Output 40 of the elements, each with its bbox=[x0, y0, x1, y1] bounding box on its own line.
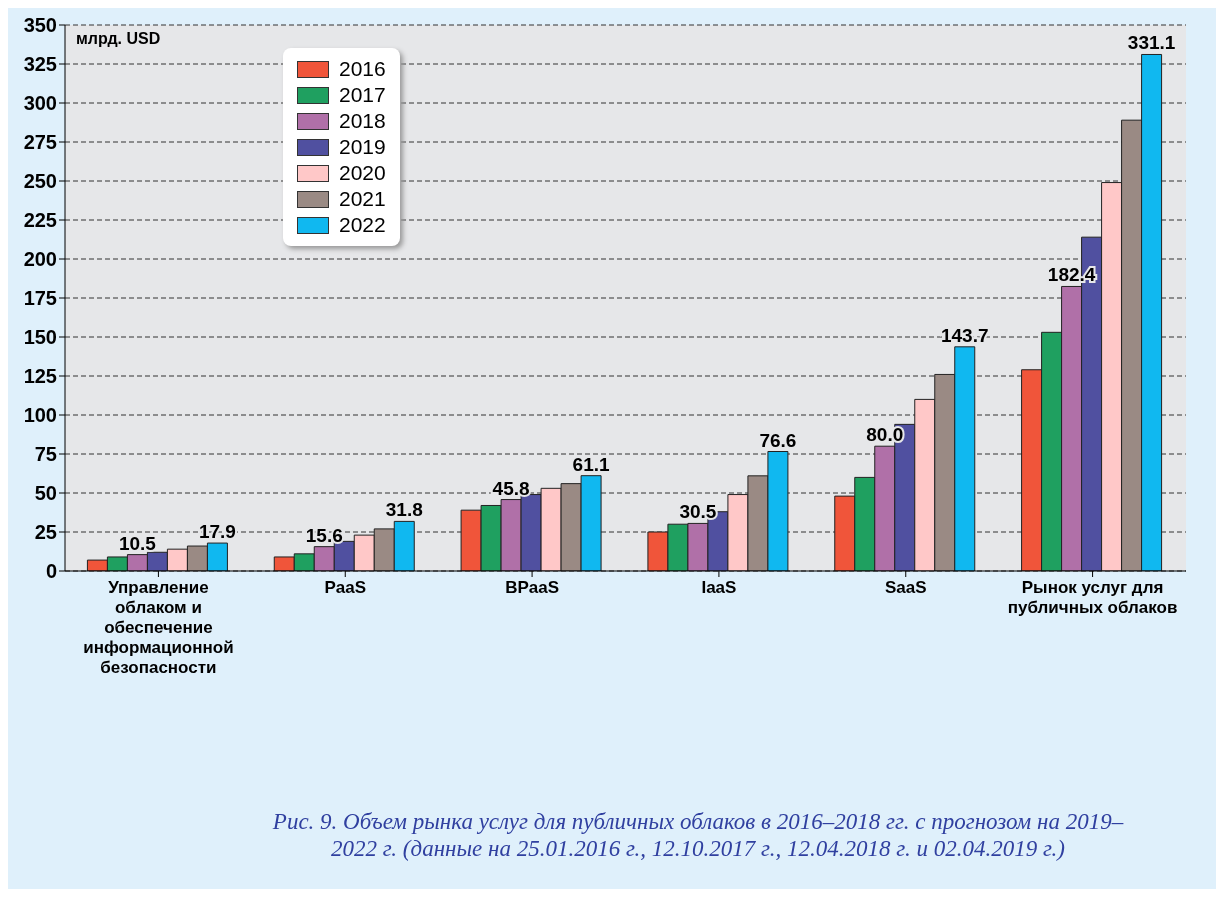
x-tick-label: PaaS bbox=[324, 578, 367, 597]
data-label: 76.6 bbox=[759, 429, 797, 451]
x-tick-label: SaaS bbox=[884, 578, 927, 597]
y-tick-label: 350 bbox=[23, 14, 57, 37]
data-label: 15.6 bbox=[305, 524, 343, 546]
y-tick-label: 50 bbox=[34, 482, 57, 505]
y-axis-title: млрд. USD bbox=[76, 30, 161, 48]
x-tick-label: BPaaS bbox=[505, 578, 560, 597]
x-tick-label: Управление облаком и обеспечение информационной безопасности bbox=[83, 578, 234, 677]
legend-label: 2019 bbox=[339, 135, 386, 159]
legend-label: 2018 bbox=[339, 109, 386, 133]
data-label: 331.1 bbox=[1127, 32, 1176, 54]
legend-label: 2022 bbox=[339, 213, 386, 237]
y-tick-label: 300 bbox=[23, 92, 57, 115]
y-tick-label: 25 bbox=[34, 521, 57, 544]
y-tick-label: 275 bbox=[23, 131, 57, 154]
x-tick-label: IaaS bbox=[701, 578, 737, 597]
legend-label: 2020 bbox=[339, 161, 386, 185]
x-tick-label: Рынок услуг для публичных облаков bbox=[1007, 578, 1178, 617]
legend-label: 2016 bbox=[339, 57, 386, 81]
y-tick-label: 225 bbox=[23, 209, 57, 232]
data-label: 61.1 bbox=[572, 453, 611, 475]
data-label: 143.7 bbox=[940, 324, 989, 346]
y-tick-label: 175 bbox=[23, 287, 57, 310]
y-tick-label: 100 bbox=[23, 404, 57, 427]
data-label: 31.8 bbox=[385, 499, 423, 521]
y-tick-label: 325 bbox=[23, 53, 57, 76]
y-tick-label: 0 bbox=[45, 560, 57, 583]
y-tick-label: 150 bbox=[23, 326, 57, 349]
legend-label: 2021 bbox=[339, 187, 386, 211]
y-tick-label: 200 bbox=[23, 248, 57, 271]
data-label: 30.5 bbox=[679, 501, 717, 523]
y-tick-label: 250 bbox=[23, 170, 57, 193]
legend-label: 2017 bbox=[339, 83, 386, 107]
data-label: 17.9 bbox=[198, 521, 236, 543]
text: Рис. 9. Объем рынка услуг для публичных облаков в 2016–2018 гг. с прогнозом на 2019–2022 г. (данные на 25.01.2016 г., 12.10.2017 г., 12.04.2018 г. и 02.04.2019 г.) bbox=[271, 808, 1125, 862]
y-tick-label: 125 bbox=[23, 365, 57, 388]
data-label: 45.8 bbox=[492, 477, 530, 499]
data-label: 10.5 bbox=[118, 532, 157, 554]
y-tick-label: 75 bbox=[34, 443, 57, 466]
